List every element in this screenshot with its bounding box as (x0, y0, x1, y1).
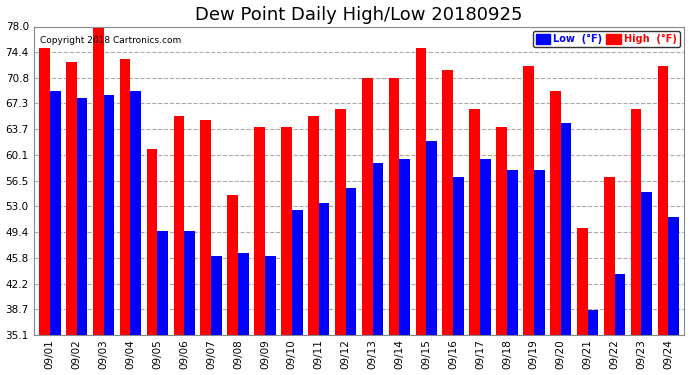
Bar (292, 210, 303, 335)
Bar (453, 177, 464, 335)
Bar (265, 256, 276, 335)
Bar (415, 48, 426, 335)
Bar (658, 66, 669, 335)
Bar (50, 91, 61, 335)
Bar (400, 159, 410, 335)
Bar (373, 163, 383, 335)
Bar (146, 148, 157, 335)
Legend: Low  (°F), High  (°F): Low (°F), High (°F) (533, 32, 680, 47)
Bar (577, 228, 588, 335)
Bar (157, 231, 168, 335)
Bar (281, 127, 292, 335)
Bar (227, 195, 238, 335)
Bar (480, 159, 491, 335)
Bar (561, 123, 571, 335)
Bar (335, 109, 346, 335)
Text: Copyright 2018 Cartronics.com: Copyright 2018 Cartronics.com (40, 36, 181, 45)
Bar (211, 256, 222, 335)
Bar (104, 95, 115, 335)
Bar (426, 141, 437, 335)
Bar (173, 116, 184, 335)
Bar (523, 66, 534, 335)
Bar (362, 78, 373, 335)
Bar (319, 202, 329, 335)
Bar (130, 91, 141, 335)
Bar (346, 188, 356, 335)
Bar (496, 127, 507, 335)
Bar (550, 91, 561, 335)
Bar (507, 170, 518, 335)
Bar (388, 78, 400, 335)
Bar (615, 274, 625, 335)
Bar (254, 127, 265, 335)
Bar (93, 27, 104, 335)
Bar (669, 217, 679, 335)
Bar (631, 109, 642, 335)
Bar (469, 109, 480, 335)
Bar (39, 48, 50, 335)
Title: Dew Point Daily High/Low 20180925: Dew Point Daily High/Low 20180925 (195, 6, 523, 24)
Bar (308, 116, 319, 335)
Bar (588, 310, 598, 335)
Bar (238, 253, 249, 335)
Bar (77, 98, 88, 335)
Bar (66, 62, 77, 335)
Bar (120, 59, 130, 335)
Bar (200, 120, 211, 335)
Bar (184, 231, 195, 335)
Bar (534, 170, 544, 335)
Bar (604, 177, 615, 335)
Bar (442, 70, 453, 335)
Bar (642, 192, 652, 335)
